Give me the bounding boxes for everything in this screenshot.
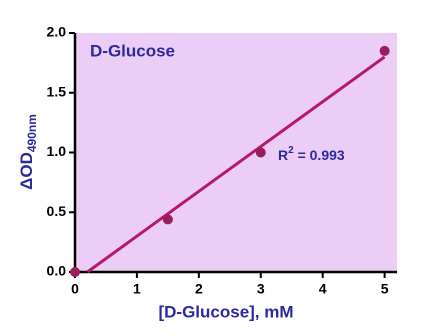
x-tick-label: 2 <box>195 281 203 297</box>
x-axis-label: [D-Glucose], mM <box>158 302 293 321</box>
chart-title: D-Glucose <box>90 41 175 60</box>
data-point <box>162 214 173 225</box>
y-tick-label: 0.5 <box>47 203 67 219</box>
data-point <box>70 267 80 277</box>
y-tick-label: 2.0 <box>47 24 67 40</box>
annotation-base: R <box>278 147 288 163</box>
y-label-sub: 490nm <box>25 114 39 152</box>
data-point <box>379 45 390 56</box>
fit-line <box>86 55 386 274</box>
data-point <box>255 147 266 158</box>
x-tick-label: 3 <box>257 281 265 297</box>
y-axis-label: ΔOD490nm <box>17 114 39 190</box>
y-tick-label: 0.0 <box>47 263 67 279</box>
x-tick-label: 0 <box>71 281 79 297</box>
y-tick-label: 1.5 <box>47 83 67 99</box>
y-tick-label: 1.0 <box>47 143 67 159</box>
annotation-rest: = 0.993 <box>294 147 345 163</box>
x-tick-label: 4 <box>319 281 327 297</box>
plot-area <box>75 33 397 272</box>
x-tick-label: 5 <box>381 281 389 297</box>
annotation: R2 = 0.993 <box>278 145 345 163</box>
y-label-main: ΔOD <box>17 152 36 190</box>
annotation-sup: 2 <box>288 145 294 156</box>
x-tick-label: 1 <box>133 281 141 297</box>
